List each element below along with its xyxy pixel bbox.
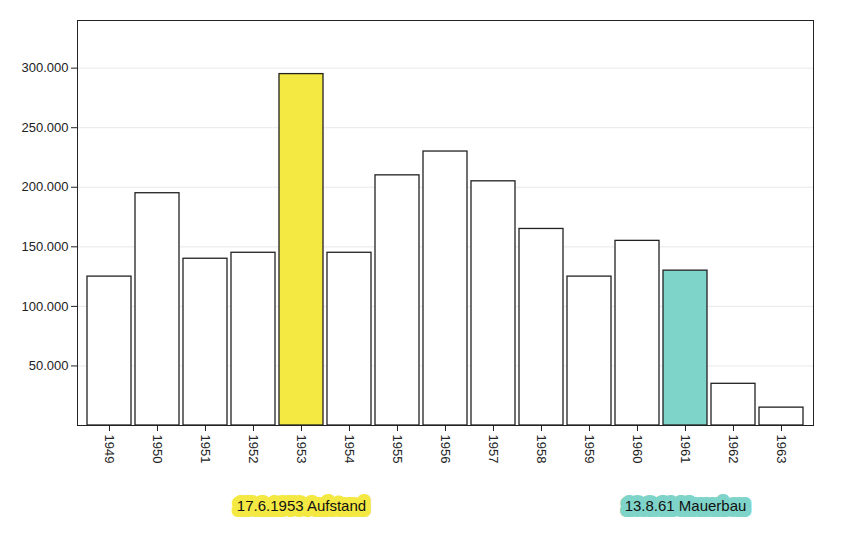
svg-text:1962: 1962: [726, 435, 741, 464]
svg-text:13.8.61 Mauerbau: 13.8.61 Mauerbau: [625, 497, 747, 514]
svg-text:50.000: 50.000: [29, 358, 69, 373]
svg-text:150.000: 150.000: [22, 239, 69, 254]
svg-text:1950: 1950: [150, 435, 165, 464]
svg-text:100.000: 100.000: [22, 299, 69, 314]
svg-text:1955: 1955: [390, 435, 405, 464]
svg-text:1949: 1949: [102, 435, 117, 464]
svg-text:250.000: 250.000: [22, 120, 69, 135]
svg-text:1959: 1959: [582, 435, 597, 464]
svg-text:300.000: 300.000: [22, 60, 69, 75]
svg-text:1963: 1963: [774, 435, 789, 464]
svg-text:1961: 1961: [678, 435, 693, 464]
svg-text:1956: 1956: [438, 435, 453, 464]
svg-text:1951: 1951: [198, 435, 213, 464]
svg-text:1958: 1958: [534, 435, 549, 464]
svg-text:17.6.1953 Aufstand: 17.6.1953 Aufstand: [237, 497, 366, 514]
svg-text:1960: 1960: [630, 435, 645, 464]
svg-text:1957: 1957: [486, 435, 501, 464]
svg-text:1953: 1953: [294, 435, 309, 464]
svg-text:1954: 1954: [342, 435, 357, 464]
svg-text:1952: 1952: [246, 435, 261, 464]
svg-text:200.000: 200.000: [22, 179, 69, 194]
